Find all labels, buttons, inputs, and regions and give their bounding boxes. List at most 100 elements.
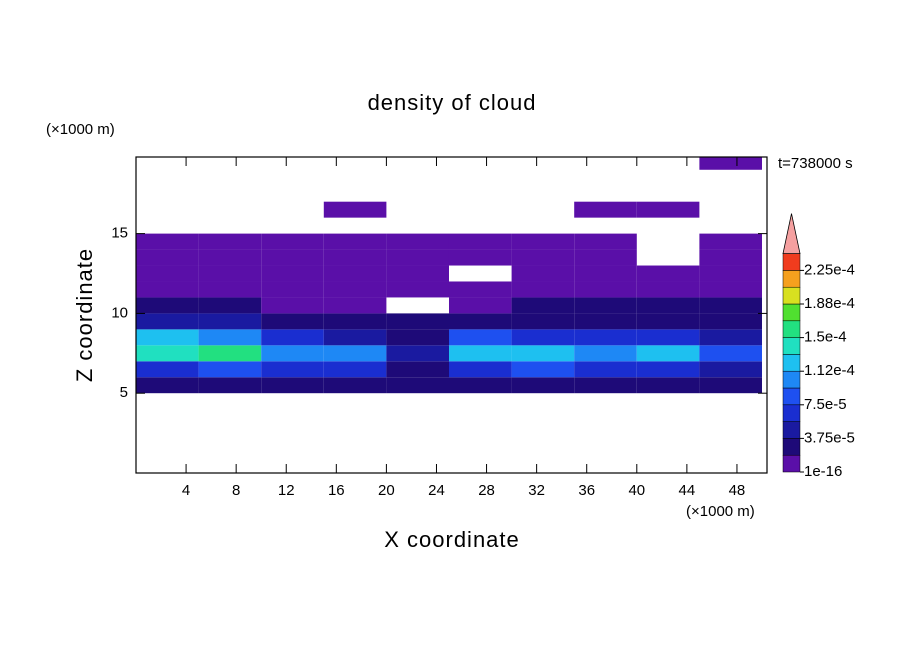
contour-cell <box>448 345 512 362</box>
contour-cell <box>699 329 762 346</box>
contour-cell <box>574 297 637 314</box>
contour-cell <box>136 249 199 266</box>
colorbar-swatch <box>782 270 801 288</box>
contour-cell <box>511 329 575 346</box>
colorbar-swatch <box>782 303 801 322</box>
contour-cell <box>323 377 387 394</box>
contour-cell <box>386 313 449 330</box>
contour-cell <box>386 249 449 266</box>
contour-cell <box>261 329 324 346</box>
contour-cell <box>198 313 262 330</box>
x-tick-label: 44 <box>679 482 696 499</box>
colorbar-swatch <box>782 404 801 422</box>
colorbar-tick-label: 1.88e-4 <box>804 295 855 312</box>
contour-cell <box>636 265 700 282</box>
plot-frame <box>135 156 768 474</box>
colorbar-swatch <box>782 387 801 406</box>
contour-cell <box>323 297 387 314</box>
contour-cell <box>136 297 199 314</box>
contour-cell <box>261 281 324 298</box>
contour-cell <box>448 313 512 330</box>
colorbar-swatch <box>782 454 801 473</box>
contour-cell <box>261 377 324 394</box>
x-tick-label: 16 <box>328 482 345 499</box>
y-tick-label: 10 <box>111 304 128 321</box>
contour-cell <box>136 233 199 250</box>
contour-cell <box>261 313 324 330</box>
contour-cell <box>261 233 324 250</box>
contour-cell <box>448 233 512 250</box>
contour-cell <box>511 377 575 394</box>
x-tick-label: 32 <box>528 482 545 499</box>
contour-cell <box>699 297 762 314</box>
time-annotation: t=738000 s <box>778 155 853 172</box>
contour-cell <box>386 233 449 250</box>
contour-cell <box>323 233 387 250</box>
contour-cell <box>636 281 700 298</box>
contour-cell <box>699 265 762 282</box>
contour-cell <box>448 329 512 346</box>
contour-cell <box>699 377 762 394</box>
contour-cell <box>136 281 199 298</box>
contour-cell <box>198 297 262 314</box>
contour-cell <box>323 249 387 266</box>
contour-cell <box>636 361 700 378</box>
x-axis-label: X coordinate <box>384 527 520 552</box>
contour-cell <box>699 281 762 298</box>
colorbar-swatch <box>782 421 801 439</box>
contour-cell <box>136 345 199 362</box>
contour-cell <box>386 281 449 298</box>
contour-cell <box>448 297 512 314</box>
y-tick-label: 15 <box>111 225 128 242</box>
colorbar-tick-label: 3.75e-5 <box>804 429 855 446</box>
contour-cell <box>699 313 762 330</box>
contour-cell <box>511 297 575 314</box>
contour-cell <box>636 297 700 314</box>
y-axis-label: Z coordinate <box>72 248 97 382</box>
contour-cell <box>136 313 199 330</box>
contour-cell <box>323 313 387 330</box>
colorbar-tick-label: 1e-16 <box>804 463 842 480</box>
contour-cell <box>323 361 387 378</box>
colorbar-swatch <box>782 320 801 338</box>
contour-cell <box>198 281 262 298</box>
contour-cell <box>386 377 449 394</box>
x-tick-label: 4 <box>182 482 190 499</box>
contour-cell <box>198 361 262 378</box>
contour-cell <box>511 249 575 266</box>
contour-cell <box>323 265 387 282</box>
colorbar-tick-label: 1.12e-4 <box>804 362 855 379</box>
contour-cell <box>136 265 199 282</box>
chart-title: density of cloud <box>368 90 537 115</box>
contour-cell <box>136 329 199 346</box>
colorbar-swatch <box>782 354 801 372</box>
contour-cell <box>198 265 262 282</box>
x-tick-label: 28 <box>478 482 495 499</box>
x-tick-label: 8 <box>232 482 240 499</box>
contour-cell <box>198 345 262 362</box>
contour-cell <box>136 361 199 378</box>
contour-cell <box>636 313 700 330</box>
x-tick-label: 48 <box>729 482 746 499</box>
contour-cell <box>198 233 262 250</box>
contour-cell <box>574 233 637 250</box>
y-unit: (×1000 m) <box>46 121 115 138</box>
contour-cell <box>636 201 700 218</box>
contour-cell <box>198 329 262 346</box>
contour-cell <box>448 361 512 378</box>
contour-cell <box>323 281 387 298</box>
contour-cell <box>261 265 324 282</box>
contour-cell <box>448 249 512 266</box>
colorbar-swatch <box>782 438 801 456</box>
contour-cell <box>511 233 575 250</box>
contour-cell <box>699 249 762 266</box>
contour-cell <box>261 361 324 378</box>
contour-cell <box>574 249 637 266</box>
colorbar-swatch <box>782 370 801 389</box>
contour-cell <box>574 265 637 282</box>
contour-cell <box>574 361 637 378</box>
x-tick-label: 20 <box>378 482 395 499</box>
contour-cell <box>386 361 449 378</box>
contour-cell <box>323 201 387 218</box>
